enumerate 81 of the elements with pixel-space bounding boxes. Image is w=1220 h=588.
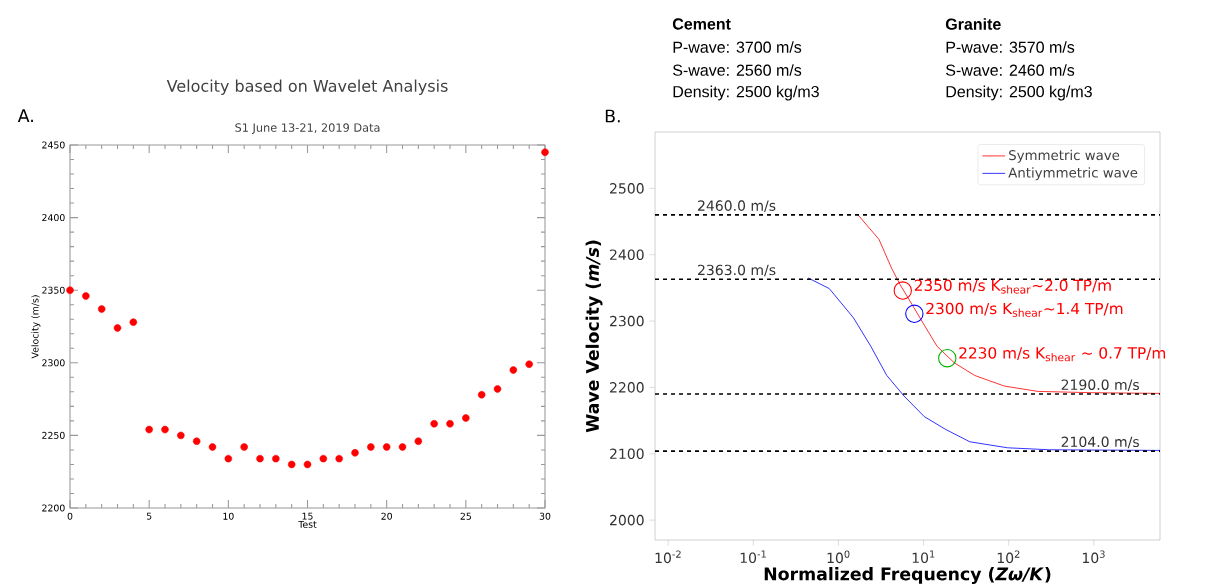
y-axis-title: Velocity (m/s)	[31, 295, 41, 359]
chart-title: Velocity based on Wavelet Analysis	[166, 79, 448, 95]
x-tick-label: 0	[67, 512, 73, 520]
text: Granite	[945, 17, 1001, 30]
point	[82, 292, 90, 300]
point	[303, 460, 312, 468]
x-tick-label: 20	[381, 512, 392, 520]
point	[319, 454, 328, 463]
point	[430, 419, 438, 428]
point	[177, 431, 185, 439]
x-tick-label: 10$^{1}$	[912, 550, 935, 563]
text: B.	[605, 109, 620, 123]
legend-label: Antiymmetric wave	[1008, 167, 1138, 181]
point	[145, 425, 153, 434]
text: S-wave: 2460 m/s	[946, 63, 1075, 76]
ref-line-label: 2460.0 m/s	[698, 200, 776, 212]
ref-line-label: 2190.0 m/s	[1061, 379, 1139, 391]
y-tick-label: 2500	[610, 182, 644, 194]
point	[192, 437, 201, 445]
y-tick-label: 2300	[610, 315, 644, 327]
x-tick-label: 5	[146, 512, 152, 520]
point	[240, 443, 248, 451]
y-tick-label: 2200	[42, 504, 65, 512]
point	[446, 419, 454, 428]
x-tick-label: 30	[539, 512, 551, 520]
point	[351, 448, 359, 457]
point	[224, 454, 233, 463]
y-tick-label: 2450	[42, 141, 65, 149]
ref-line-label: 2104.0 m/s	[1061, 436, 1139, 448]
point	[208, 443, 217, 451]
text: S-wave: 2560 m/s	[673, 63, 802, 76]
x-tick-label: 10$^{2}$	[997, 550, 1020, 563]
point	[272, 454, 280, 463]
x-tick-label: 10$^{-1}$	[740, 550, 766, 563]
x-axis-title: Test	[298, 520, 317, 528]
point	[414, 437, 423, 445]
annotation: 2230 m/s K$_{shear}$ ~ 0.7 TP/m	[959, 346, 1166, 362]
x-tick-label: 10	[223, 512, 234, 520]
y-tick-label: 2400	[42, 213, 65, 221]
y-tick-label: 2200	[610, 381, 644, 393]
x-tick-label: 10$^{-2}$	[655, 550, 681, 563]
ref-line-label: 2363.0 m/s	[698, 264, 776, 277]
y-tick-label: 2250	[42, 431, 65, 439]
point	[462, 414, 470, 422]
point	[398, 443, 407, 451]
point	[382, 443, 391, 451]
point	[129, 318, 138, 326]
x-axis-title: Normalized Frequency (Zω/K)	[764, 566, 1051, 584]
text: P-wave: 3570 m/s	[946, 40, 1075, 53]
point	[287, 460, 296, 468]
legend-label: Symmetric wave	[1009, 149, 1120, 163]
text: Density: 2500 kg/m3	[946, 85, 1092, 101]
x-tick-label: 15	[302, 512, 313, 520]
point	[97, 305, 106, 313]
point	[113, 324, 122, 332]
y-tick-label: 2000	[610, 514, 644, 526]
y-tick-label: 2350	[42, 286, 65, 294]
text: Density: 2500 kg/m3	[673, 85, 819, 101]
point	[367, 443, 375, 451]
text: Cement	[672, 18, 731, 30]
x-tick-label: 10$^{0}$	[827, 550, 850, 563]
y-tick-label: 2100	[610, 448, 644, 459]
chart-subtitle: S1 June 13-21, 2019 Data	[235, 123, 380, 134]
point	[541, 148, 549, 156]
x-tick-label: 25	[460, 512, 471, 520]
point	[525, 360, 533, 368]
point	[477, 390, 486, 399]
y-axis-title: Wave Velocity (m/s)	[585, 240, 603, 433]
text: P-wave: 3700 m/s	[673, 40, 802, 53]
annotation: 2350 m/s K$_{shear}$~2.0 TP/m	[914, 279, 1111, 294]
point	[493, 385, 502, 393]
y-tick-label: 2300	[42, 359, 65, 367]
text: A.	[17, 109, 33, 122]
point	[161, 425, 169, 434]
x-tick-label: 10$^{3}$	[1082, 550, 1105, 563]
point	[335, 454, 343, 463]
annotation: 2300 m/s K$_{shear}$~1.4 TP/m	[926, 302, 1123, 317]
point	[509, 366, 518, 374]
y-tick-label: 2400	[610, 249, 644, 260]
point	[256, 454, 264, 463]
point	[66, 286, 74, 294]
